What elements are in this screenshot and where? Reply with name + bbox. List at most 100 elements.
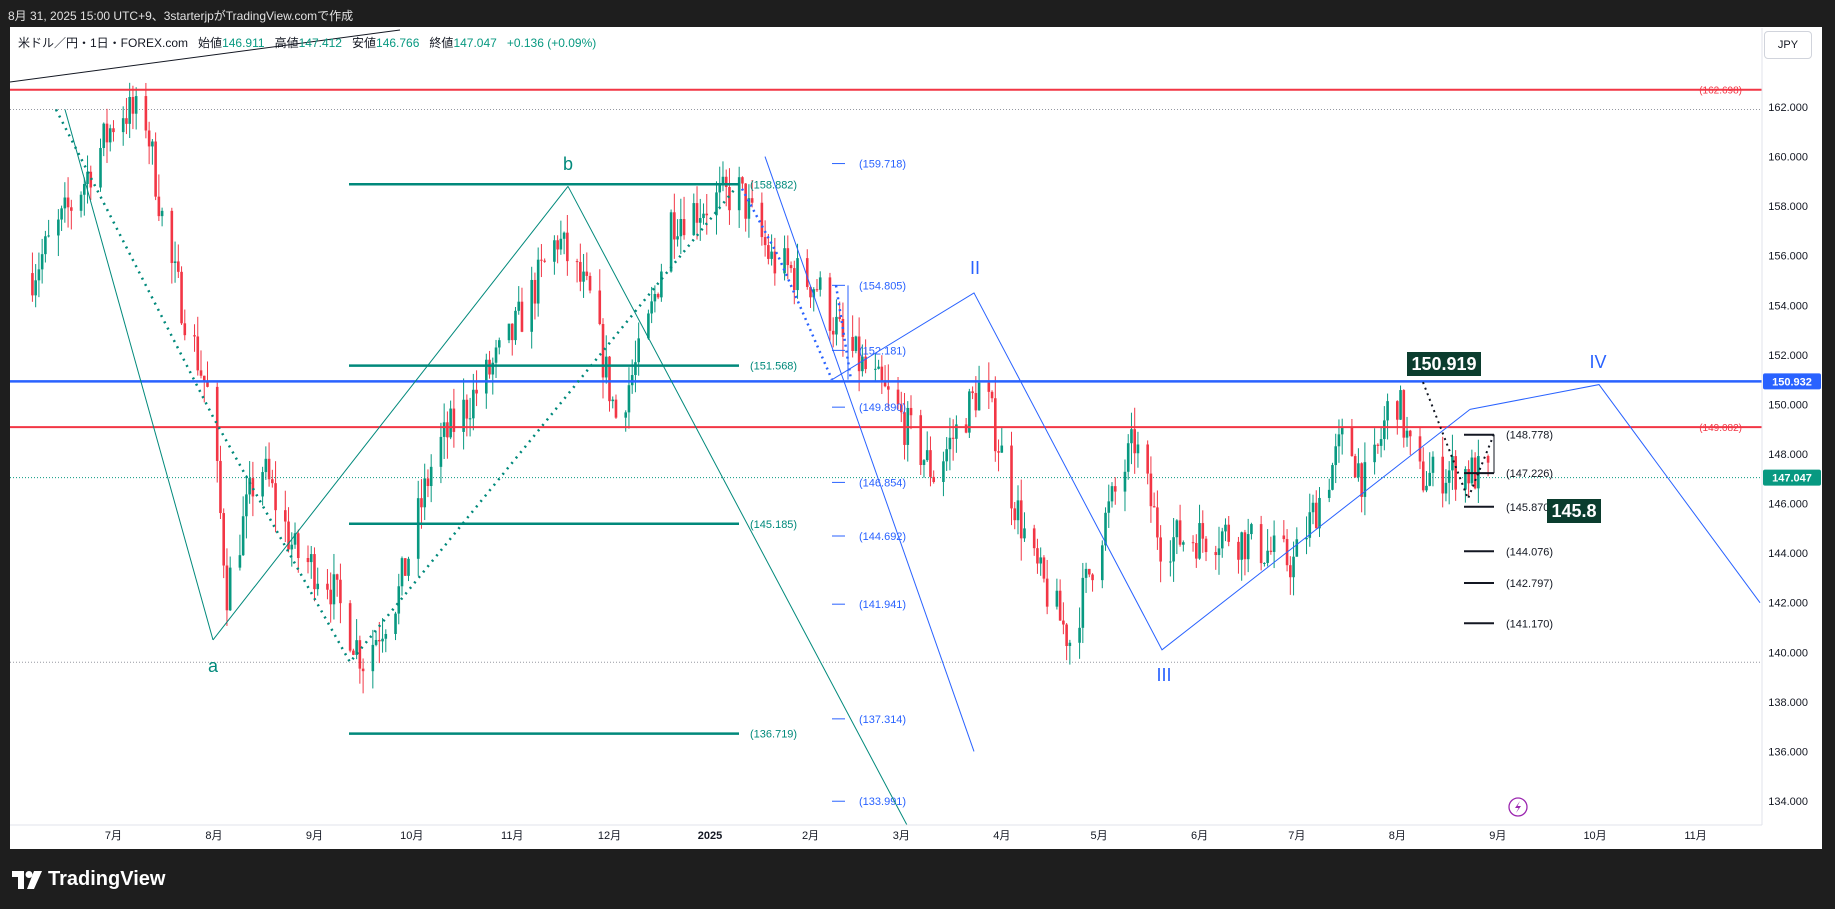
candle-body xyxy=(1010,445,1013,509)
candle-body xyxy=(251,478,255,497)
candle-body xyxy=(1379,439,1383,446)
candle-body xyxy=(316,583,320,590)
y-tick-label: 134.000 xyxy=(1768,796,1808,808)
candle-body xyxy=(160,210,164,217)
candle-body xyxy=(462,399,465,432)
candle-body xyxy=(899,404,903,413)
candle-body xyxy=(154,141,157,197)
candle-body xyxy=(1152,506,1156,508)
candle-body xyxy=(634,362,637,376)
candle-body xyxy=(264,458,268,473)
candle-body xyxy=(1146,444,1149,474)
candle-body xyxy=(1486,456,1490,463)
candle-body xyxy=(151,141,154,147)
candle-body xyxy=(1408,430,1412,437)
currency-button[interactable]: JPY xyxy=(1764,31,1812,59)
candle-body xyxy=(1217,548,1221,556)
candle-body xyxy=(1250,524,1253,535)
wave-line xyxy=(212,186,569,641)
candle-body xyxy=(134,96,138,114)
candle-body xyxy=(1373,444,1376,463)
candle-body xyxy=(355,640,358,655)
candle-body xyxy=(287,521,290,550)
candle-body xyxy=(358,640,362,669)
fib-level-label: (151.568) xyxy=(750,361,797,373)
candle-body xyxy=(1272,535,1276,552)
candle-body xyxy=(977,382,981,411)
fib-tick-label: (159.718) xyxy=(859,159,906,171)
candle-body xyxy=(1136,444,1140,454)
horizontal-line-label: (162.698) xyxy=(1699,86,1742,97)
candle-body xyxy=(34,280,37,296)
change-value: +0.136 (+0.09%) xyxy=(506,36,597,50)
candle-body xyxy=(267,458,271,480)
candle-body xyxy=(692,203,696,236)
candle-body xyxy=(955,424,958,439)
candle-body xyxy=(582,271,585,282)
candle-body xyxy=(763,237,767,246)
candle-body xyxy=(99,147,102,188)
candle-body xyxy=(770,251,773,259)
candle-body xyxy=(993,398,997,452)
lightning-icon[interactable] xyxy=(1508,797,1528,817)
candle-body xyxy=(598,290,602,324)
candle-body xyxy=(193,335,196,337)
candle-body xyxy=(335,574,339,580)
top-caption-bar: 8月 31, 2025 15:00 UTC+9、3starterjpがTradi… xyxy=(0,0,1835,27)
candle-body xyxy=(112,128,115,133)
price-tag-bg xyxy=(1763,469,1821,486)
candle-body xyxy=(1081,577,1085,628)
candle-body xyxy=(624,412,628,418)
chart-frame[interactable] xyxy=(10,27,1822,849)
candle-body xyxy=(1454,456,1457,490)
candle-body xyxy=(874,368,877,370)
candle-body xyxy=(835,316,838,335)
low-label: 安値 xyxy=(352,36,377,50)
candle-body xyxy=(601,323,605,378)
candle-body xyxy=(128,97,131,124)
candle-body xyxy=(974,393,978,411)
price-tag-bg xyxy=(1763,373,1821,390)
candle-body xyxy=(361,668,365,672)
candle-body xyxy=(1243,532,1247,560)
y-tick-label: 152.000 xyxy=(1768,350,1808,362)
candle-body xyxy=(728,187,731,211)
candle-body xyxy=(673,212,676,240)
candle-body xyxy=(773,251,777,274)
candle-body xyxy=(82,183,86,195)
high-label: 高値 xyxy=(274,36,299,50)
price-badge-text: 145.8 xyxy=(1551,501,1596,521)
fib-tick-label: (148.778) xyxy=(1506,430,1553,442)
x-tick-label: 6月 xyxy=(1191,830,1208,842)
candle-body xyxy=(1237,541,1240,560)
price-chart[interactable]: (162.698) (149.082) (158.882) (151.568) (145… xyxy=(0,0,1835,849)
candle-body xyxy=(1065,624,1068,647)
candle-body xyxy=(271,479,274,484)
candle-body xyxy=(750,198,754,203)
candle-body xyxy=(290,544,294,550)
candle-body xyxy=(1055,590,1059,607)
candle-body xyxy=(446,422,449,438)
candle-body xyxy=(1421,461,1425,491)
tradingview-logo[interactable]: TradingView xyxy=(12,868,165,891)
symbol-name[interactable]: 米ドル／円・1日・FOREX.com xyxy=(18,36,189,50)
candle-body xyxy=(420,498,423,508)
candle-body xyxy=(679,218,683,237)
candle-body xyxy=(1113,486,1117,492)
low-value: 146.766 xyxy=(376,36,420,50)
candle-body xyxy=(682,218,686,236)
candle-body xyxy=(180,271,183,324)
candle-body xyxy=(1444,482,1448,494)
candle-body xyxy=(705,213,709,216)
candle-body xyxy=(747,198,751,219)
wave-label: II xyxy=(970,258,980,278)
fib-tick-label: (141.941) xyxy=(859,599,906,611)
candle-body xyxy=(374,639,378,645)
y-tick-label: 162.000 xyxy=(1768,102,1808,114)
candle-body xyxy=(283,510,287,522)
candle-body xyxy=(1156,507,1159,538)
wave-label: III xyxy=(1156,665,1171,685)
price-tag-text: 150.932 xyxy=(1772,376,1812,388)
x-tick-label: 10月 xyxy=(400,830,423,842)
candle-body xyxy=(70,207,73,211)
